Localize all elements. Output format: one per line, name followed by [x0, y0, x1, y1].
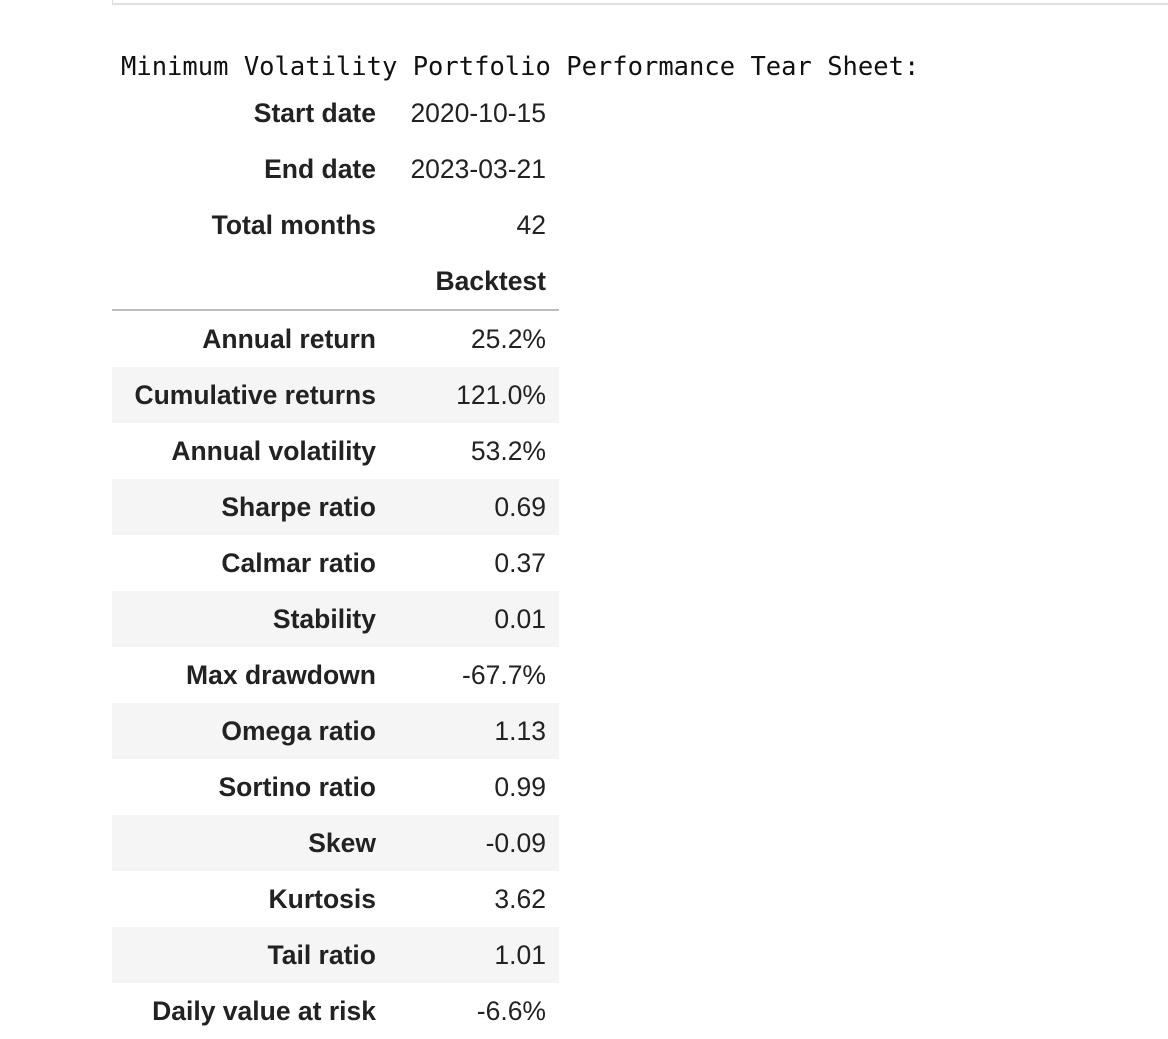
- metric-value: -67.7%: [462, 659, 546, 690]
- column-header-row: Backtest: [112, 253, 559, 311]
- table-row: Sharpe ratio 0.69: [112, 479, 559, 535]
- table-row: Max drawdown -67.7%: [112, 647, 559, 703]
- total-months-label: Total months: [211, 209, 376, 240]
- table-row: Cumulative returns 121.0%: [112, 367, 559, 423]
- previous-cell-border: [112, 0, 1168, 5]
- metric-value: -0.09: [389, 815, 559, 871]
- metric-value: 0.01: [389, 591, 559, 647]
- table-row: Annual volatility 53.2%: [112, 423, 559, 479]
- table-row: Stability 0.01: [112, 591, 559, 647]
- table-row: Skew -0.09: [112, 815, 559, 871]
- backtest-column-header: Backtest: [389, 253, 559, 311]
- metric-value: 0.99: [494, 771, 546, 802]
- metric-label: Sortino ratio: [218, 771, 376, 802]
- table-row: Sortino ratio 0.99: [112, 759, 559, 815]
- table-row: Tail ratio 1.01: [112, 927, 559, 983]
- metric-label: Tail ratio: [112, 927, 389, 983]
- metric-label: Annual return: [202, 323, 376, 354]
- metric-label: Cumulative returns: [112, 367, 389, 423]
- metric-label: Stability: [112, 591, 389, 647]
- metric-value: -6.6%: [476, 995, 546, 1026]
- metric-value: 1.01: [389, 927, 559, 983]
- output-title: Minimum Volatility Portfolio Performance…: [121, 52, 920, 82]
- table-row: Calmar ratio 0.37: [112, 535, 559, 591]
- metric-value: 53.2%: [470, 435, 546, 466]
- start-date-value: 2020-10-15: [410, 97, 546, 128]
- metric-label: Calmar ratio: [221, 547, 376, 578]
- performance-table: Start date 2020-10-15 End date 2023-03-2…: [112, 85, 559, 1039]
- metric-value: 3.62: [494, 883, 546, 914]
- metric-value: 121.0%: [389, 367, 559, 423]
- metric-value: 0.69: [389, 479, 559, 535]
- column-header-spacer: [112, 253, 389, 311]
- info-row-total-months: Total months 42: [112, 197, 559, 253]
- metric-label: Annual volatility: [171, 435, 376, 466]
- table-row: Annual return 25.2%: [112, 310, 559, 367]
- metric-label: Omega ratio: [112, 703, 389, 759]
- table-row: Kurtosis 3.62: [112, 871, 559, 927]
- end-date-value: 2023-03-21: [410, 153, 546, 184]
- end-date-label: End date: [264, 153, 376, 184]
- info-row-end-date: End date 2023-03-21: [112, 141, 559, 197]
- metric-label: Skew: [112, 815, 389, 871]
- info-row-start-date: Start date 2020-10-15: [112, 85, 559, 141]
- metric-label: Daily value at risk: [152, 995, 376, 1026]
- metric-value: 1.13: [389, 703, 559, 759]
- metric-value: 25.2%: [470, 323, 546, 354]
- metric-value: 0.37: [494, 547, 546, 578]
- table-row: Daily value at risk -6.6%: [112, 983, 559, 1039]
- metric-label: Max drawdown: [186, 659, 376, 690]
- metric-label: Sharpe ratio: [112, 479, 389, 535]
- table-row: Omega ratio 1.13: [112, 703, 559, 759]
- total-months-value: 42: [516, 209, 546, 240]
- metric-label: Kurtosis: [268, 883, 377, 914]
- start-date-label: Start date: [253, 97, 376, 128]
